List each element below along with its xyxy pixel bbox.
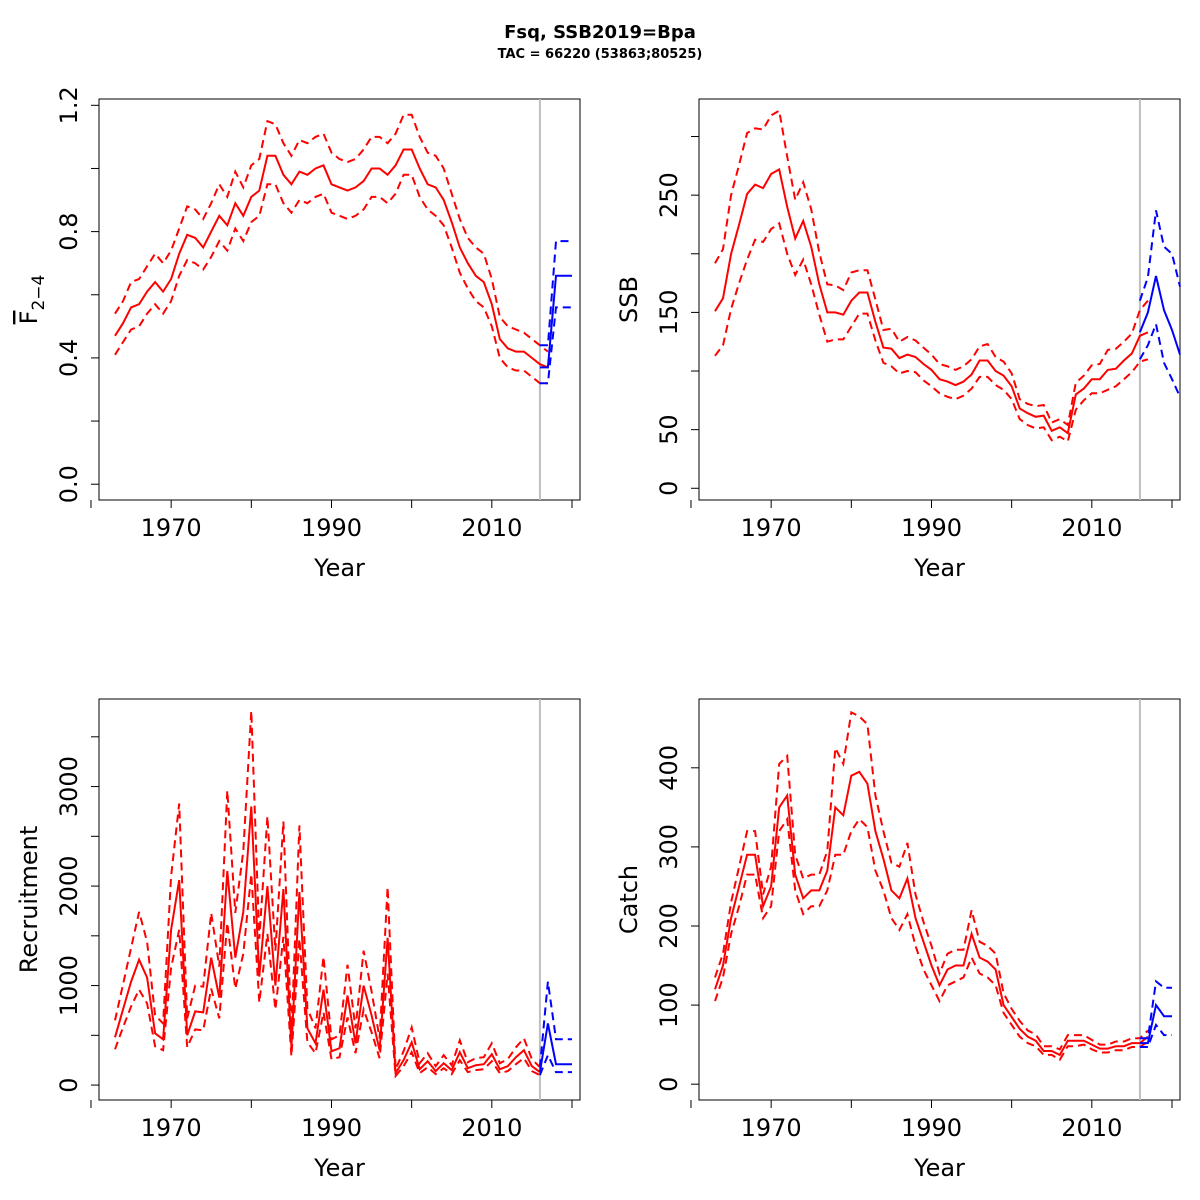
y-tick-label: 0.4 <box>55 339 83 377</box>
y-tick-label: 3000 <box>55 756 83 817</box>
history-estimate-line <box>114 148 549 369</box>
plot-frame <box>98 698 581 1101</box>
y-tick-label: 200 <box>655 903 683 949</box>
history-estimate-line <box>114 806 541 1077</box>
x-tick-label: 1970 <box>141 514 202 542</box>
y-axis-label: Catch <box>615 865 643 934</box>
forecast-estimate-line <box>539 274 572 369</box>
y-tick-label: 2000 <box>55 856 83 917</box>
x-axis-label: Year <box>313 554 365 582</box>
plot-frame <box>698 698 1181 1101</box>
history-upper-bound-line <box>714 710 1149 1051</box>
x-axis-label: Year <box>913 554 965 582</box>
y-tick-label: 0 <box>55 1077 83 1092</box>
forecast-lower-bound-line <box>539 306 572 385</box>
x-tick-label: 2010 <box>1061 514 1122 542</box>
y-tick-label: 250 <box>655 172 683 218</box>
y-tick-label: 1000 <box>55 955 83 1016</box>
y-tick-label: 300 <box>655 824 683 870</box>
history-estimate-line <box>714 770 1149 1057</box>
x-tick-label: 1990 <box>901 514 962 542</box>
y-tick-label: 150 <box>655 289 683 335</box>
history-lower-bound-line <box>714 221 1149 443</box>
plot-frame <box>698 98 1181 501</box>
forecast-upper-bound-line <box>1139 979 1172 1040</box>
forecast-estimate-line <box>1139 1002 1172 1045</box>
forecast-lower-bound-line <box>538 1052 572 1076</box>
x-axis-label: Year <box>313 1154 365 1182</box>
y-tick-label: 0.8 <box>55 213 83 251</box>
y-tick-label: 0 <box>655 481 683 496</box>
plot-frame <box>98 98 581 501</box>
x-tick-label: 1970 <box>141 1114 202 1142</box>
forecast-upper-bound-line <box>1138 210 1181 302</box>
x-tick-label: 1970 <box>741 1114 802 1142</box>
forecast-lower-bound-line <box>1139 320 1181 398</box>
history-upper-bound-line <box>114 113 549 353</box>
y-axis-label: F2−4 <box>15 275 49 325</box>
x-tick-label: 1970 <box>741 514 802 542</box>
x-tick-label: 2010 <box>461 514 522 542</box>
figure-title: Fsq, SSB2019=Bpa <box>504 22 696 43</box>
history-lower-bound-line <box>114 173 548 385</box>
history-lower-bound-line <box>114 874 541 1079</box>
panel-ssb: 1970 1990 2010 0 50 150 250 Year SSB <box>615 98 1181 582</box>
panel-catch: 1970 1990 2010 0 100 200 300 400 Year Catch <box>615 698 1181 1182</box>
forecast-lower-bound-line <box>1139 1022 1172 1048</box>
x-tick-label: 2010 <box>1061 1114 1122 1142</box>
y-tick-label: 100 <box>655 982 683 1028</box>
forecast-estimate-line <box>538 1023 572 1073</box>
y-tick-label: 0.0 <box>55 465 83 503</box>
history-upper-bound-line <box>714 109 1149 427</box>
y-axis-label: SSB <box>615 276 643 323</box>
history-lower-bound-line <box>714 816 1149 1062</box>
x-tick-label: 1990 <box>901 1114 962 1142</box>
y-tick-label: 0 <box>655 1077 683 1092</box>
forecast-upper-bound-line <box>539 240 572 347</box>
x-tick-label: 1990 <box>301 1114 362 1142</box>
y-tick-label: 400 <box>655 745 683 791</box>
y-tick-label: 50 <box>655 414 683 445</box>
y-tick-label: 1.2 <box>55 86 83 124</box>
x-tick-label: 1990 <box>301 514 362 542</box>
y-axis-label: Recruitment <box>15 826 43 973</box>
history-upper-bound-line <box>114 710 541 1070</box>
x-axis-label: Year <box>913 1154 965 1182</box>
figure-subtitle: TAC = 66220 (53863;80525) <box>497 47 703 62</box>
panel-recruitment: 1970 1990 2010 0 1000 2000 3000 Year Recruitment <box>15 698 581 1182</box>
history-estimate-line <box>714 167 1149 435</box>
forecast-upper-bound-line <box>538 981 572 1068</box>
x-tick-label: 2010 <box>461 1114 522 1142</box>
panel-fbar: 1970 1990 2010 0.0 0.4 0.8 1.2 Year F2−4 <box>15 86 581 582</box>
forecast-estimate-line <box>1138 275 1181 355</box>
